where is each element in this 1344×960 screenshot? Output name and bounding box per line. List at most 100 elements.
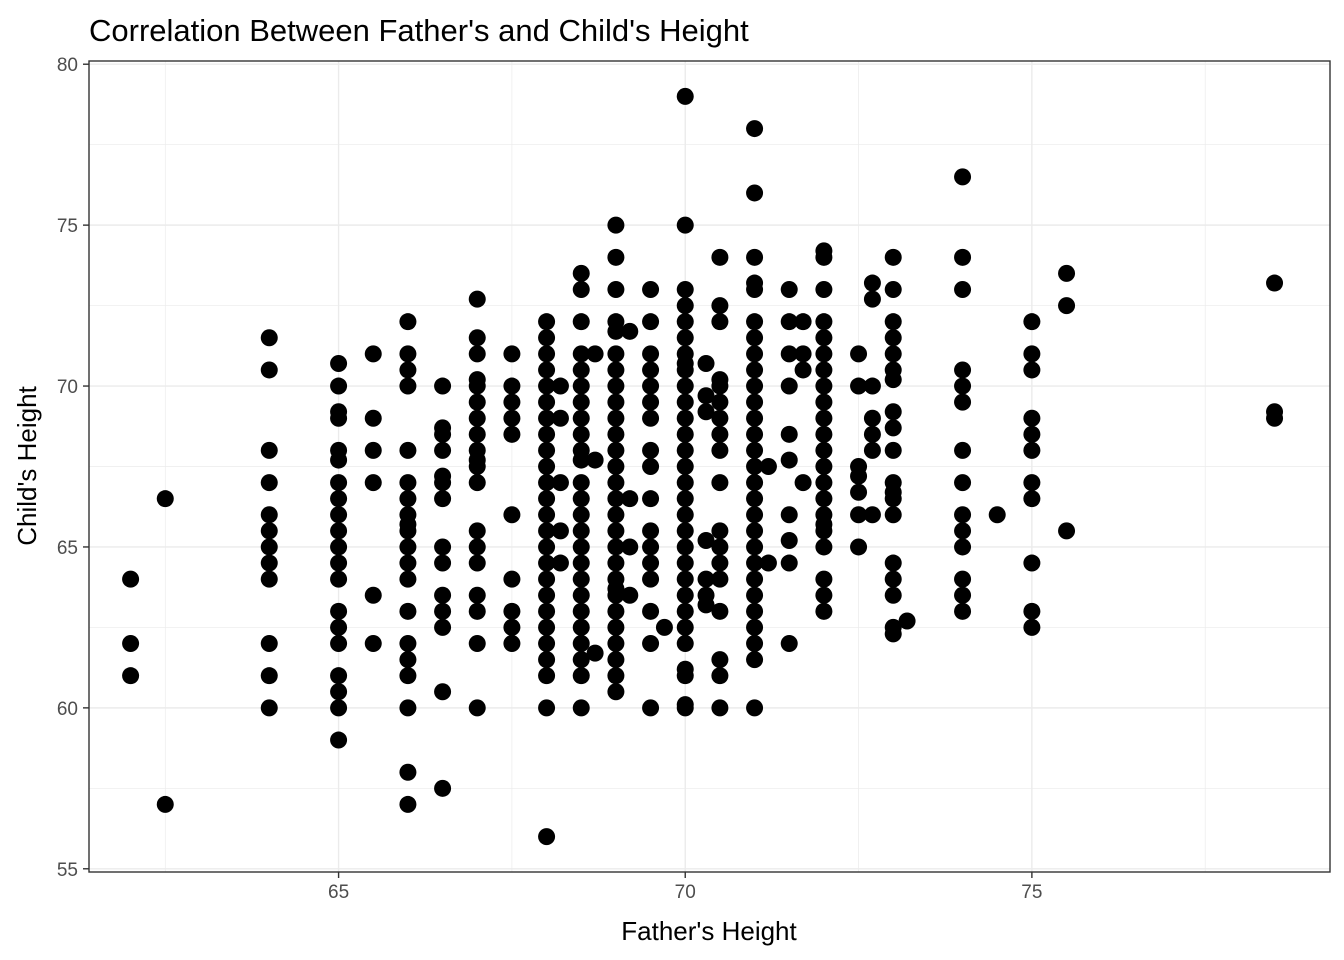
data-point: [468, 329, 486, 347]
data-point: [538, 425, 556, 443]
data-point: [815, 361, 833, 379]
data-point: [607, 490, 625, 508]
data-point: [780, 313, 798, 331]
data-point: [586, 345, 604, 363]
data-point: [572, 345, 590, 363]
data-point: [503, 506, 521, 524]
data-point: [884, 570, 902, 588]
data-point: [434, 377, 452, 395]
data-point: [621, 538, 639, 556]
data-point: [156, 490, 174, 508]
data-point: [330, 667, 348, 685]
data-point: [642, 635, 660, 653]
data-point: [780, 554, 798, 572]
data-point: [746, 474, 764, 492]
data-point: [399, 361, 417, 379]
data-point: [399, 570, 417, 588]
data-point: [815, 313, 833, 331]
data-point: [676, 361, 694, 379]
data-point: [330, 618, 348, 636]
data-point: [538, 329, 556, 347]
data-point: [607, 667, 625, 685]
data-point: [711, 441, 729, 459]
data-point: [746, 329, 764, 347]
data-point: [572, 506, 590, 524]
data-point: [884, 490, 902, 508]
data-point: [794, 361, 812, 379]
data-point: [697, 532, 715, 550]
data-point: [815, 425, 833, 443]
data-point: [330, 451, 348, 469]
data-point: [642, 313, 660, 331]
data-point: [468, 409, 486, 427]
data-point: [364, 345, 382, 363]
data-point: [330, 538, 348, 556]
x-tick-label: 75: [1021, 882, 1042, 903]
data-point: [330, 731, 348, 749]
data-point: [794, 474, 812, 492]
data-point: [503, 345, 521, 363]
data-point: [260, 554, 278, 572]
data-point: [572, 474, 590, 492]
data-point: [850, 467, 868, 485]
data-point: [468, 602, 486, 620]
data-point: [815, 602, 833, 620]
data-point: [642, 699, 660, 717]
data-point: [607, 216, 625, 234]
data-point: [607, 522, 625, 540]
data-point: [572, 361, 590, 379]
data-point: [1023, 618, 1041, 636]
data-point: [746, 618, 764, 636]
data-point: [572, 586, 590, 604]
data-point: [538, 377, 556, 395]
data-point: [676, 441, 694, 459]
panel-border: [88, 60, 1331, 873]
data-point: [676, 586, 694, 604]
data-point: [586, 644, 604, 662]
data-point: [607, 586, 625, 604]
x-axis-title: Father's Height: [621, 916, 797, 946]
data-point: [815, 458, 833, 475]
data-point: [538, 651, 556, 669]
data-point: [697, 570, 715, 588]
data-point: [884, 329, 902, 347]
x-tick-label: 70: [675, 882, 696, 903]
data-point: [746, 699, 764, 717]
data-point: [954, 441, 972, 459]
data-point: [538, 409, 556, 427]
data-point: [642, 538, 660, 556]
data-point: [815, 474, 833, 492]
data-point: [863, 441, 881, 459]
data-point: [1023, 425, 1041, 443]
data-point: [503, 425, 521, 443]
data-point: [711, 667, 729, 685]
y-tick-label: 65: [57, 538, 78, 559]
data-point: [676, 280, 694, 298]
y-tick-label: 70: [57, 377, 78, 398]
data-point: [551, 409, 569, 427]
data-point: [468, 699, 486, 717]
data-point: [676, 506, 694, 524]
data-point: [746, 345, 764, 363]
data-point: [330, 506, 348, 524]
data-point: [884, 586, 902, 604]
data-point: [676, 635, 694, 653]
data-point: [954, 168, 972, 186]
data-point: [607, 635, 625, 653]
data-point: [642, 490, 660, 508]
data-point: [607, 361, 625, 379]
data-point: [815, 393, 833, 411]
data-point: [538, 699, 556, 717]
data-point: [655, 618, 673, 636]
data-point: [330, 377, 348, 395]
data-point: [898, 612, 916, 630]
data-point: [863, 506, 881, 524]
data-point: [572, 602, 590, 620]
data-point: [780, 280, 798, 298]
data-point: [746, 425, 764, 443]
data-point: [122, 635, 140, 653]
data-point: [884, 506, 902, 524]
data-point: [794, 345, 812, 363]
data-point: [572, 699, 590, 717]
data-point: [780, 635, 798, 653]
